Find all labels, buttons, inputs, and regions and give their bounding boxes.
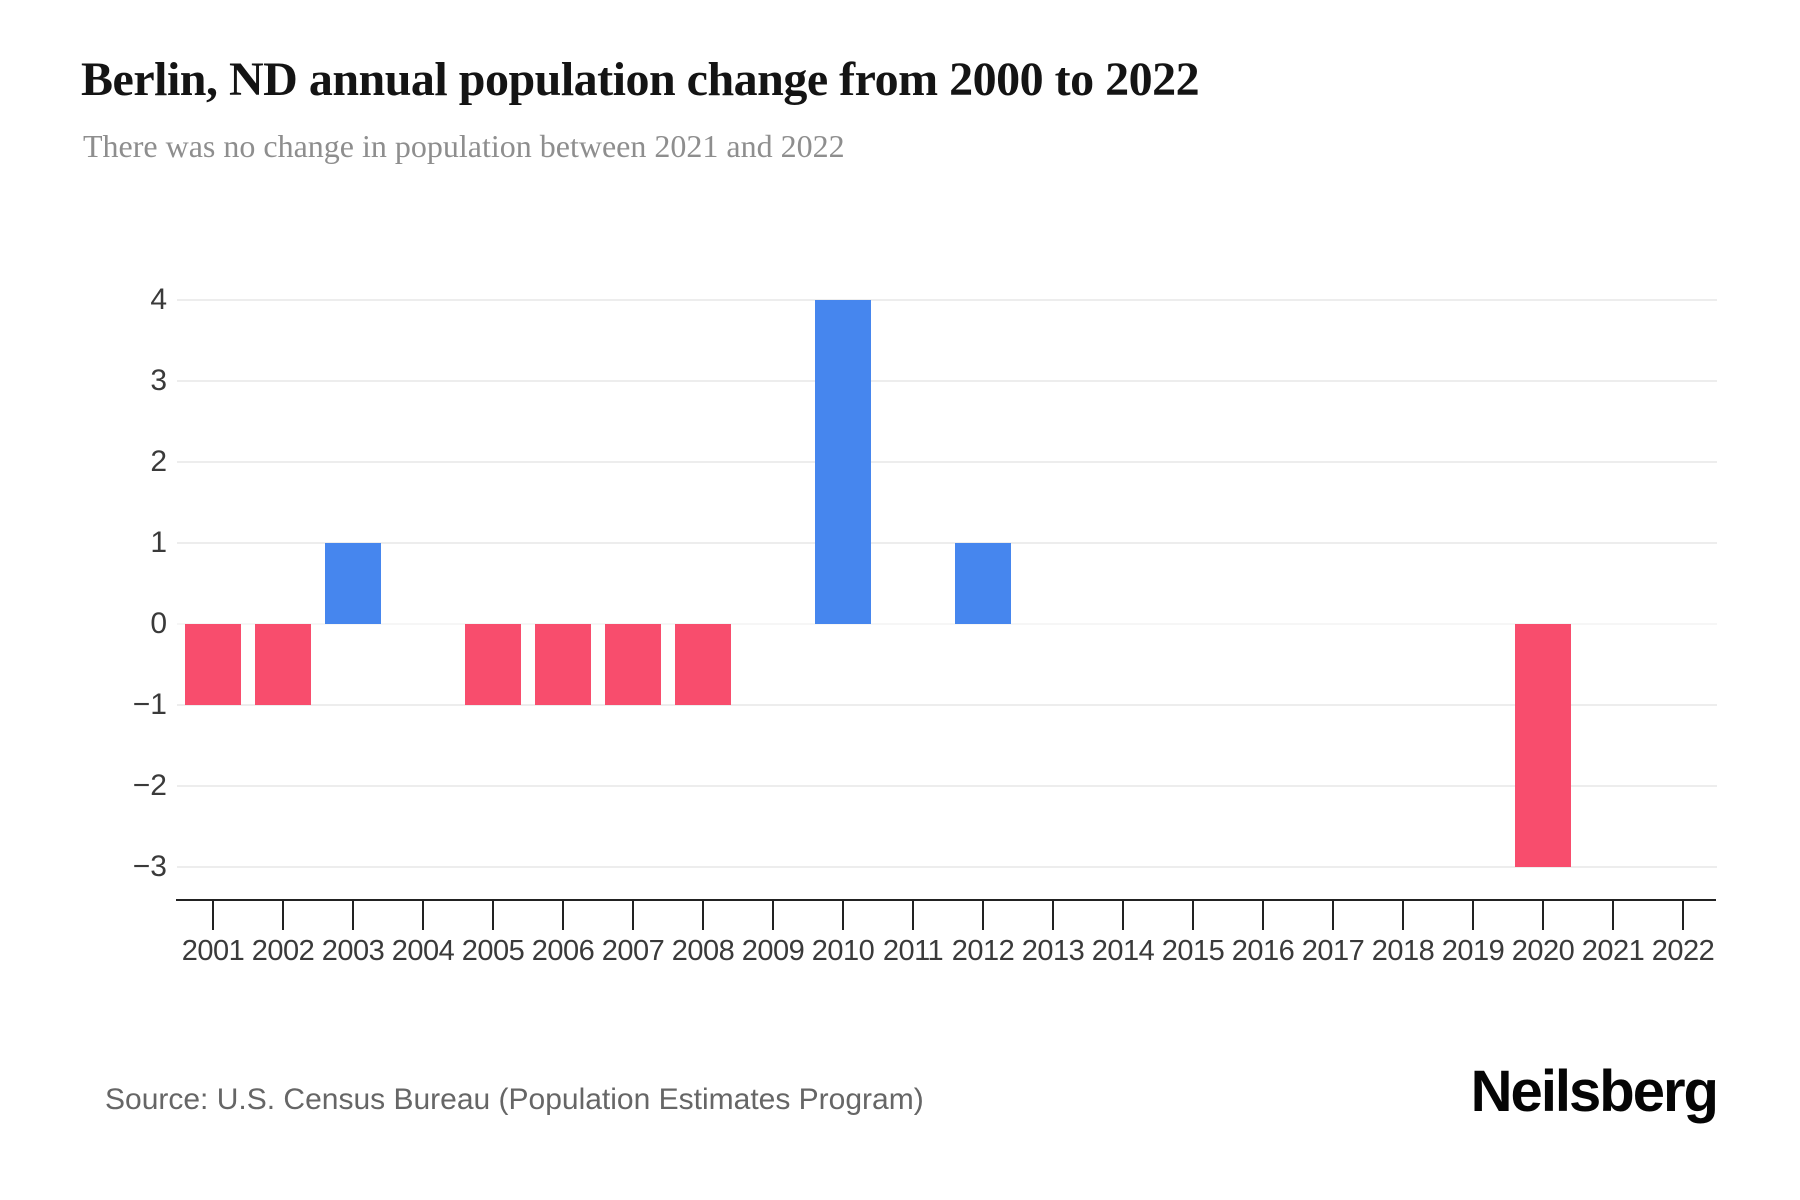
x-axis-tick-2020 <box>1542 900 1544 930</box>
x-axis-tick-2006 <box>562 900 564 930</box>
y-axis-label--1: −1 <box>132 688 167 721</box>
y-axis-label-1: 1 <box>150 526 167 559</box>
x-axis-label-2004: 2004 <box>391 935 455 967</box>
bar-chart-plot-area: 4 3 2 1 0 −1 −2 −3 2001 2002 2003 2004 2005 2006 2007 2… <box>132 283 1717 967</box>
x-axis-tick-2018 <box>1402 900 1404 930</box>
bar-2008 <box>675 624 731 705</box>
x-axis-tick-2008 <box>702 900 704 930</box>
x-axis-tick-2021 <box>1612 900 1614 930</box>
x-axis-label-2005: 2005 <box>461 935 525 967</box>
x-axis-tick-2005 <box>492 900 494 930</box>
y-axis-label-2: 2 <box>150 445 167 478</box>
x-axis-tick-2002 <box>282 900 284 930</box>
neilsberg-logo: Neilsberg <box>1470 1059 1719 1124</box>
x-axis-label-2009: 2009 <box>741 935 805 967</box>
x-axis-label-2012: 2012 <box>951 935 1015 967</box>
bar-2007 <box>605 624 661 705</box>
y-axis-label--3: −3 <box>132 850 167 883</box>
x-axis-tick-2014 <box>1122 900 1124 930</box>
source-attribution: Source: U.S. Census Bureau (Population E… <box>105 1083 924 1116</box>
x-axis-tick-2007 <box>632 900 634 930</box>
y-axis-label--2: −2 <box>132 769 167 802</box>
chart-title: Berlin, ND annual population change from… <box>81 53 1200 106</box>
gridline-y-4 <box>177 299 1717 301</box>
x-axis-tick-2012 <box>982 900 984 930</box>
x-axis-label-2019: 2019 <box>1441 935 1505 967</box>
x-axis-label-2008: 2008 <box>671 935 735 967</box>
x-axis-label-2015: 2015 <box>1161 935 1225 967</box>
x-axis-tick-2001 <box>212 900 214 930</box>
x-axis-label-2006: 2006 <box>531 935 595 967</box>
bar-2012 <box>955 543 1011 624</box>
x-axis-tick-2003 <box>352 900 354 930</box>
gridline-y--1 <box>177 704 1717 706</box>
x-axis-label-2013: 2013 <box>1021 935 1085 967</box>
x-axis-label-2018: 2018 <box>1371 935 1435 967</box>
x-axis-label-2003: 2003 <box>321 935 385 967</box>
x-axis-label-2016: 2016 <box>1231 935 1295 967</box>
x-axis-label-2014: 2014 <box>1091 935 1155 967</box>
x-axis-tick-2019 <box>1472 900 1474 930</box>
x-axis-label-2002: 2002 <box>251 935 315 967</box>
gridline-y--2 <box>177 785 1717 787</box>
bar-2005 <box>465 624 521 705</box>
gridline-y--3 <box>177 866 1717 868</box>
y-axis-label-0: 0 <box>150 607 167 640</box>
x-axis-tick-2004 <box>422 900 424 930</box>
x-axis-label-2001: 2001 <box>181 935 245 967</box>
x-axis-tick-2022 <box>1682 900 1684 930</box>
bar-2003 <box>325 543 381 624</box>
bar-2001 <box>185 624 241 705</box>
x-axis-tick-2010 <box>842 900 844 930</box>
x-axis-label-2022: 2022 <box>1651 935 1715 967</box>
bar-2010 <box>815 300 871 624</box>
gridline-y-3 <box>177 380 1717 382</box>
x-axis-label-2020: 2020 <box>1511 935 1575 967</box>
gridline-y-2 <box>177 461 1717 463</box>
bar-2002 <box>255 624 311 705</box>
x-axis-label-2021: 2021 <box>1581 935 1645 967</box>
y-axis-label-3: 3 <box>150 364 167 397</box>
x-axis-tick-2016 <box>1262 900 1264 930</box>
y-axis-label-4: 4 <box>150 283 167 316</box>
x-axis-label-2007: 2007 <box>601 935 665 967</box>
gridline-y-1 <box>177 542 1717 544</box>
x-axis-tick-2017 <box>1332 900 1334 930</box>
gridline-y-0 <box>177 623 1717 625</box>
chart-subtitle: There was no change in population betwee… <box>83 128 845 164</box>
x-axis-label-2011: 2011 <box>882 935 944 967</box>
x-axis-tick-2009 <box>772 900 774 930</box>
x-axis-tick-2015 <box>1192 900 1194 930</box>
x-axis-line <box>176 899 1716 901</box>
x-axis-tick-2011 <box>912 900 914 930</box>
x-axis-tick-2013 <box>1052 900 1054 930</box>
x-axis-label-2010: 2010 <box>811 935 875 967</box>
x-axis-label-2017: 2017 <box>1301 935 1365 967</box>
bar-2006 <box>535 624 591 705</box>
bar-2020 <box>1515 624 1571 867</box>
